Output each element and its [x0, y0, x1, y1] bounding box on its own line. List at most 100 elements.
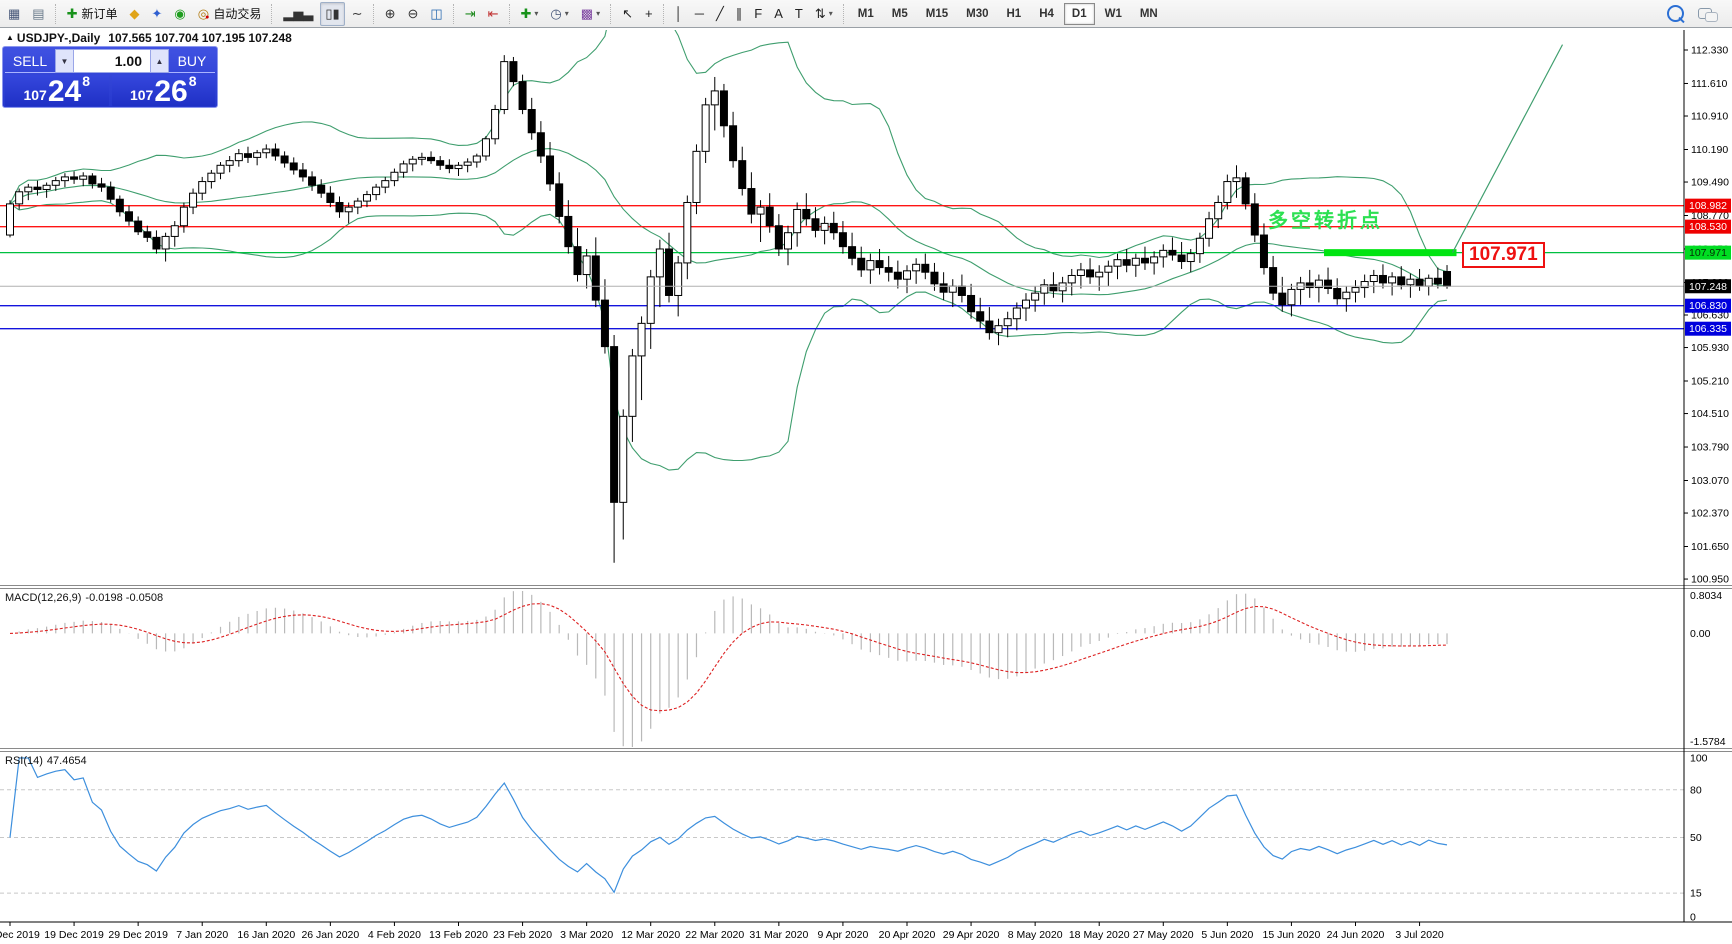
bar-chart-button[interactable]: ▂▅▃ [278, 2, 318, 26]
svg-text:0.00: 0.00 [1690, 628, 1711, 640]
buy-price-display[interactable]: 107 26 8 [111, 73, 215, 107]
autotrading-button[interactable]: ◎ ● 自动交易 [193, 2, 267, 26]
macd-pane [9, 591, 1448, 747]
candle-body [1360, 281, 1369, 289]
candle-body [1333, 287, 1342, 300]
arrows-button[interactable]: ⇅ ▾ [810, 2, 838, 26]
expert-advisors-icon: ✦ [151, 6, 163, 21]
candle-body [829, 222, 838, 234]
chart-canvas[interactable]: 112.330 111.610 110.910 110.190 109.490 108.7… [0, 28, 1732, 944]
candle-body [463, 161, 472, 166]
svg-text:0.8034: 0.8034 [1690, 590, 1722, 602]
price-line-axis-value: 106.335 [1689, 323, 1727, 335]
candle-body [243, 153, 252, 158]
date-label: 12 Mar 2020 [621, 929, 680, 941]
candle-body [189, 192, 198, 208]
candle-body [902, 270, 911, 280]
volume-input[interactable] [74, 49, 150, 73]
candle-body [518, 81, 527, 111]
candle-body [1305, 282, 1314, 289]
trendline-button[interactable]: ╱ [711, 2, 729, 26]
ohlc-readout: 107.565 107.704 107.195 107.248 [108, 31, 292, 45]
candle-body [719, 90, 728, 127]
text-label-button[interactable]: T [790, 2, 808, 26]
text-button[interactable]: A [769, 2, 788, 26]
candle-body [500, 61, 509, 111]
cursor-button[interactable]: ↖ [617, 2, 638, 26]
zoom-out-button[interactable]: ⊖ [402, 2, 423, 26]
time-axis[interactable]: 10 Dec 2019 19 Dec 2019 29 Dec 2019 7 Jan 2… [0, 922, 1444, 941]
candle-body [1443, 271, 1452, 287]
price-line-axis-box [1685, 219, 1731, 234]
search-icon[interactable] [1667, 5, 1684, 22]
timeframe-w1-button[interactable]: W1 [1104, 7, 1122, 20]
horizontal-line-button[interactable]: ─ [690, 2, 709, 26]
date-label: 3 Jul 2020 [1395, 929, 1444, 941]
candle-body [134, 220, 143, 233]
volume-decrease-button[interactable]: ▼ [55, 49, 74, 73]
metaeditor-button[interactable]: ◆ [125, 2, 145, 26]
profiles-button[interactable]: ▤ [27, 2, 49, 26]
timeframe-h1-button[interactable]: H1 [1006, 7, 1022, 20]
trend-ray[interactable] [1451, 44, 1564, 253]
candle-body [1012, 307, 1021, 320]
price-axis[interactable]: 112.330 111.610 110.910 110.190 109.490 108.7… [1684, 45, 1731, 586]
candle-body [1031, 292, 1040, 301]
chat-icon[interactable] [1698, 7, 1718, 22]
symbol-marker-icon: ▲ [6, 33, 14, 42]
periods-button[interactable]: ◷ ▾ [545, 2, 573, 26]
candle-body [665, 248, 674, 296]
periods-icon: ◷ [550, 6, 562, 21]
line-chart-button[interactable]: ∼ [347, 2, 368, 26]
templates-button[interactable]: ▩ ▾ [576, 2, 605, 26]
candle-body [42, 184, 51, 190]
signals-button[interactable]: ◉ [169, 2, 190, 26]
price-tick-label: 110.910 [1691, 111, 1728, 123]
new-chart-button[interactable]: ▦ [3, 2, 25, 26]
candle-body [747, 188, 756, 215]
price-line-axis-box [1685, 245, 1731, 260]
toolbar-right-group [1659, 5, 1722, 22]
timeframe-h4-button[interactable]: H4 [1039, 7, 1054, 20]
timeframe-m30-button[interactable]: M30 [966, 7, 989, 20]
price-line-axis-value: 108.982 [1689, 200, 1727, 212]
candle-body [848, 246, 857, 259]
bar-chart-icon: ▂▅▃ [283, 6, 314, 21]
price-line-axis-box [1685, 321, 1731, 336]
candle-body [1168, 249, 1177, 256]
vertical-line-icon: │ [674, 6, 683, 21]
auto-scroll-button[interactable]: ⇥ [460, 2, 481, 26]
timeframe-m5-button[interactable]: M5 [891, 7, 908, 20]
date-label: 29 Dec 2019 [108, 929, 168, 941]
candle-body [1003, 318, 1012, 327]
indicators-button[interactable]: ✚ ▾ [516, 2, 544, 26]
candle-body [1150, 256, 1159, 264]
candle-body [15, 191, 24, 205]
candle-body [1351, 287, 1360, 293]
channel-button[interactable]: ∥ [731, 2, 748, 26]
sell-price-display[interactable]: 107 24 8 [5, 73, 109, 107]
buy-button[interactable]: BUY [169, 49, 215, 73]
expert-advisors-button[interactable]: ✦ [147, 2, 168, 26]
sell-button[interactable]: SELL [5, 49, 55, 73]
zoom-in-button[interactable]: ⊕ [380, 2, 401, 26]
candle-body [674, 262, 683, 296]
candle-body [88, 175, 97, 185]
thick-trendline-segment[interactable] [1324, 249, 1457, 257]
volume-increase-button[interactable]: ▲ [150, 49, 169, 73]
new-order-button[interactable]: ✚ 新订单 [62, 2, 123, 26]
vertical-line-button[interactable]: │ [670, 2, 688, 26]
candle-body [289, 162, 298, 171]
candlestick-chart-button[interactable]: ▯▮ [320, 1, 345, 26]
price-tag-label[interactable]: 107.971 [1462, 242, 1545, 268]
timeframe-mn-button[interactable]: MN [1139, 7, 1158, 20]
timeframe-m1-button[interactable]: M1 [857, 7, 874, 20]
chart-shift-button[interactable]: ⇤ [483, 2, 504, 26]
tile-windows-button[interactable]: ◫ [425, 2, 447, 26]
timeframe-m15-button[interactable]: M15 [925, 7, 949, 20]
fibonacci-button[interactable]: F [749, 2, 767, 26]
candle-body [362, 194, 371, 202]
timeframe-d1-button[interactable]: D1 [1063, 2, 1095, 25]
crosshair-button[interactable]: + [640, 2, 658, 26]
